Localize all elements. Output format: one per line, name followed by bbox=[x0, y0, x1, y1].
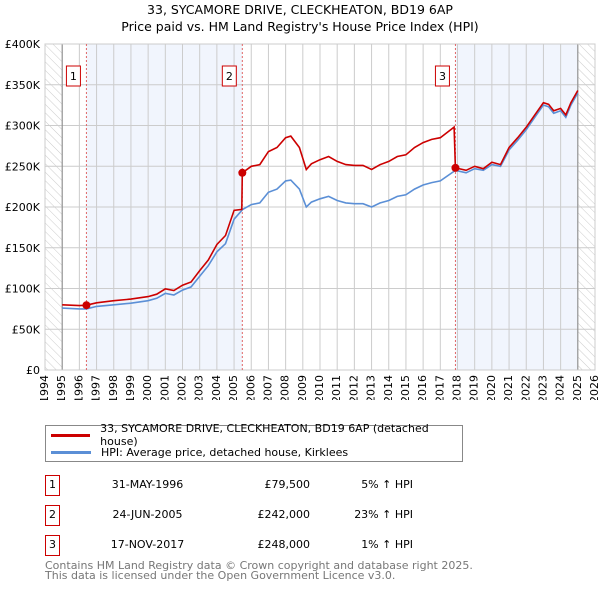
x-tick-label: 2018 bbox=[451, 375, 464, 400]
legend-item-property: 33, SYCAMORE DRIVE, CLECKHEATON, BD19 6A… bbox=[51, 422, 462, 448]
sale-badge bbox=[65, 65, 81, 87]
x-tick-label: 2014 bbox=[382, 375, 395, 400]
sale-date: 17-NOV-2017 bbox=[110, 538, 185, 551]
transaction-row: 3 17-NOV-2017 £248,000 1% ↑ HPI bbox=[45, 535, 445, 556]
transaction-row: 1 31-MAY-1996 £79,500 5% ↑ HPI bbox=[45, 475, 445, 496]
marker-badge: 3 bbox=[45, 535, 60, 556]
sale-price: £248,000 bbox=[257, 538, 311, 551]
hpi-diff: 23% ↑ HPI bbox=[354, 508, 413, 521]
x-tick-label: 1999 bbox=[124, 375, 137, 400]
legend: 33, SYCAMORE DRIVE, CLECKHEATON, BD19 6A… bbox=[45, 422, 463, 462]
x-tick-label: 2008 bbox=[279, 375, 292, 400]
chart-subtitle: Price paid vs. HM Land Registry's House … bbox=[121, 19, 479, 34]
x-tick-label: 2001 bbox=[158, 375, 171, 400]
sale-point bbox=[82, 301, 91, 310]
sale-price: £79,500 bbox=[264, 478, 311, 491]
y-tick-label: £350K bbox=[5, 79, 41, 92]
x-tick-label: 2006 bbox=[244, 375, 257, 400]
y-tick-label: £200K bbox=[5, 201, 41, 214]
hpi-line bbox=[62, 92, 579, 310]
footer-licence: This data is licensed under the Open Gov… bbox=[45, 569, 396, 582]
x-tick-label: 2015 bbox=[399, 375, 412, 400]
x-tick-label: 2007 bbox=[261, 375, 274, 400]
x-tick-label: 2023 bbox=[536, 375, 549, 400]
x-tick-label: 1996 bbox=[72, 375, 85, 400]
x-tick-label: 1995 bbox=[55, 375, 68, 400]
y-tick-label: £50K bbox=[12, 323, 41, 336]
x-tick-label: 2003 bbox=[193, 375, 206, 400]
sale-price: £242,000 bbox=[257, 508, 311, 521]
x-tick-label: 2021 bbox=[502, 375, 515, 400]
y-tick-label: £150K bbox=[5, 242, 41, 255]
sale-point bbox=[238, 168, 247, 177]
y-tick-label: £400K bbox=[5, 38, 41, 51]
legend-item-hpi: HPI: Average price, detached house, Kirk… bbox=[51, 444, 348, 460]
x-tick-label: 2002 bbox=[176, 375, 189, 400]
sale-date: 31-MAY-1996 bbox=[111, 478, 184, 491]
y-tick-label: £300K bbox=[5, 120, 41, 133]
marker-badge: 2 bbox=[45, 505, 60, 526]
sale-badge-label: 1 bbox=[70, 70, 77, 83]
footer-copyright: Contains HM Land Registry data © Crown c… bbox=[45, 559, 473, 572]
price-chart: 1994 1995 1996 1997 1998 1999 2000 2001 2002 2003… bbox=[5, 38, 600, 400]
x-tick-label: 2017 bbox=[433, 375, 446, 400]
transaction-row: 2 24-JUN-2005 £242,000 23% ↑ HPI bbox=[45, 505, 445, 526]
sale-date: 24-JUN-2005 bbox=[112, 508, 183, 521]
sale-badge-label: 2 bbox=[226, 70, 233, 83]
x-tick-label: 2024 bbox=[554, 375, 567, 400]
hpi-diff: 5% ↑ HPI bbox=[361, 478, 413, 491]
x-tick-label: 1998 bbox=[107, 375, 120, 400]
x-tick-label: 2016 bbox=[416, 375, 429, 400]
sale-point bbox=[451, 163, 460, 172]
y-tick-label: £250K bbox=[5, 160, 41, 173]
legend-swatch-blue bbox=[51, 450, 91, 454]
sale-badge bbox=[221, 65, 237, 87]
sale-badge-label: 3 bbox=[439, 70, 446, 83]
x-tick-label: 2011 bbox=[330, 375, 343, 400]
x-tick-label: 2019 bbox=[468, 375, 481, 400]
x-tick-label: 2004 bbox=[210, 375, 223, 400]
legend-swatch-red bbox=[51, 433, 91, 437]
x-tick-label: 2005 bbox=[227, 375, 240, 400]
legend-label: 33, SYCAMORE DRIVE, CLECKHEATON, BD19 6A… bbox=[100, 422, 429, 448]
x-tick-label: 1997 bbox=[90, 375, 103, 400]
x-tick-label: 2022 bbox=[519, 375, 532, 400]
y-tick-label: £100K bbox=[5, 283, 41, 296]
chart-title: 33, SYCAMORE DRIVE, CLECKHEATON, BD19 6A… bbox=[147, 2, 453, 17]
x-tick-label: 1994 bbox=[38, 375, 51, 400]
x-tick-label: 2025 bbox=[571, 375, 584, 400]
plot-frame bbox=[44, 43, 596, 371]
x-tick-label: 2026 bbox=[588, 375, 600, 400]
hpi-diff: 1% ↑ HPI bbox=[361, 538, 413, 551]
legend-label: HPI: Average price, detached house, Kirk… bbox=[101, 445, 349, 459]
x-tick-label: 2020 bbox=[485, 375, 498, 400]
x-tick-label: 2010 bbox=[313, 375, 326, 400]
sale-badge bbox=[434, 65, 450, 87]
property-price-line bbox=[62, 90, 579, 307]
x-tick-label: 2013 bbox=[365, 375, 378, 400]
x-tick-label: 2012 bbox=[347, 375, 360, 400]
x-tick-label: 2000 bbox=[141, 375, 154, 400]
y-tick-label: £0 bbox=[26, 364, 40, 377]
marker-badge: 1 bbox=[45, 475, 60, 496]
x-tick-label: 2009 bbox=[296, 375, 309, 400]
